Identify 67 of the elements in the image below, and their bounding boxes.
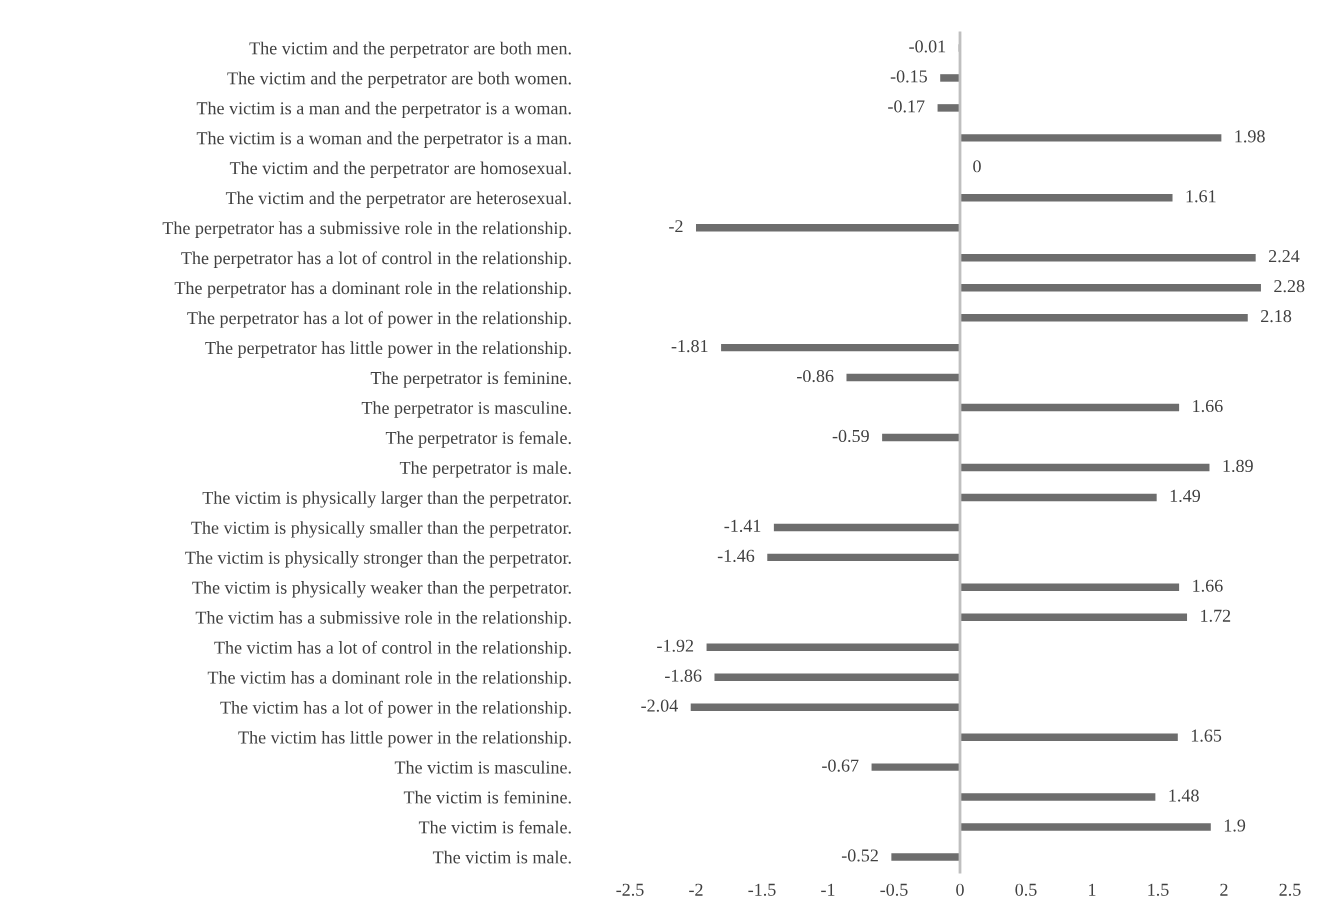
- data-label: 1.98: [1235, 130, 1265, 143]
- x-tick-label: 2: [1220, 883, 1228, 896]
- data-label: -2: [669, 220, 683, 233]
- y-tick-label: The perpetrator has a dominant role in the relationship.: [174, 281, 571, 298]
- y-tick-label: The victim is physically weaker than the perpetrator.: [192, 581, 571, 598]
- y-tick-label: The victim is physically smaller than the perpetrator.: [191, 521, 571, 538]
- data-label: -1.81: [671, 339, 708, 353]
- data-label: 2.18: [1261, 310, 1292, 323]
- y-tick-label: The victim has a lot of power in the relationship.: [220, 700, 571, 718]
- data-label: -0.67: [822, 759, 859, 772]
- data-label: 1.9: [1224, 819, 1246, 832]
- data-label: 1.48: [1169, 789, 1199, 802]
- x-tick-label: 2.5: [1279, 883, 1301, 896]
- x-tick-label: 0.5: [1015, 883, 1037, 896]
- x-tick-label: -1.5: [748, 883, 776, 896]
- data-label: 2.28: [1274, 280, 1305, 293]
- y-tick-label: The perpetrator has a lot of power in the relationship.: [187, 311, 571, 328]
- y-tick-label: The perpetrator has a lot of control in the relationship.: [181, 251, 571, 268]
- y-tick-label: The perpetrator is masculine.: [361, 401, 571, 418]
- y-tick-label: The perpetrator has little power in the relationship.: [205, 341, 571, 358]
- x-tick-label: -2.5: [616, 883, 644, 896]
- data-label: -1.46: [717, 549, 755, 562]
- data-label: 1.61: [1186, 190, 1216, 203]
- y-tick-label: The perpetrator is feminine.: [370, 371, 571, 388]
- data-label: 1.66: [1193, 399, 1223, 413]
- y-tick-label: The perpetrator is male.: [399, 461, 571, 478]
- x-tick-label: 1: [1089, 883, 1096, 896]
- x-tick-label: -0.5: [880, 883, 908, 896]
- x-tick-label: -1: [821, 883, 835, 896]
- data-label: 1.66: [1193, 579, 1223, 592]
- y-tick-label: The victim and the perpetrator are both men.: [249, 41, 571, 59]
- data-label: 1.72: [1201, 609, 1231, 622]
- y-tick-label: The victim is masculine.: [394, 760, 571, 774]
- y-tick-label: The victim and the perpetrator are heterosexual.: [225, 191, 571, 208]
- data-label: -0.17: [888, 100, 925, 113]
- y-tick-label: The perpetrator is female.: [385, 431, 571, 448]
- data-label: -0.52: [841, 849, 878, 862]
- y-tick-label: The victim is a man and the perpetrator is a woman.: [196, 101, 571, 119]
- y-tick-label: The perpetrator has a submissive role in the relationship.: [162, 221, 571, 238]
- data-label: -1.86: [665, 669, 702, 682]
- y-tick-label: The victim is male.: [432, 850, 571, 864]
- y-tick-label: The victim has a dominant role in the relationship.: [207, 670, 571, 688]
- y-tick-label: The victim has a submissive role in the relationship.: [195, 611, 571, 628]
- y-tick-label: The victim is feminine.: [403, 790, 571, 804]
- data-label: 0: [973, 160, 981, 173]
- x-tick-label: 0: [956, 883, 964, 896]
- y-tick-label: The victim has little power in the relationship.: [238, 730, 571, 748]
- y-tick-label: The victim has a lot of control in the relationship.: [214, 640, 571, 658]
- data-label: -0.86: [797, 369, 834, 383]
- data-label: 1.49: [1170, 489, 1201, 503]
- y-tick-label: The victim and the perpetrator are both women.: [227, 71, 571, 89]
- y-tick-label: The victim and the perpetrator are homosexual.: [229, 161, 571, 178]
- data-label: -1.41: [724, 519, 761, 533]
- data-label: -0.15: [890, 70, 927, 83]
- data-label: -2.04: [641, 699, 678, 712]
- data-label: -0.01: [909, 40, 946, 53]
- data-label: 2.24: [1268, 250, 1300, 263]
- x-tick-label: -2: [689, 883, 703, 896]
- y-tick-label: The victim is a woman and the perpetrator is a man.: [196, 131, 571, 148]
- y-tick-label: The victim is female.: [418, 820, 571, 834]
- data-label: 1.89: [1223, 459, 1253, 473]
- data-label: -1.92: [657, 639, 694, 652]
- x-tick-label: 1.5: [1148, 883, 1169, 896]
- y-tick-label: The victim is physically stronger than the perpetrator.: [185, 551, 571, 568]
- data-label: -0.59: [832, 429, 869, 443]
- data-label: 1.65: [1191, 729, 1222, 742]
- y-tick-label: The victim is physically larger than the perpetrator.: [202, 491, 571, 508]
